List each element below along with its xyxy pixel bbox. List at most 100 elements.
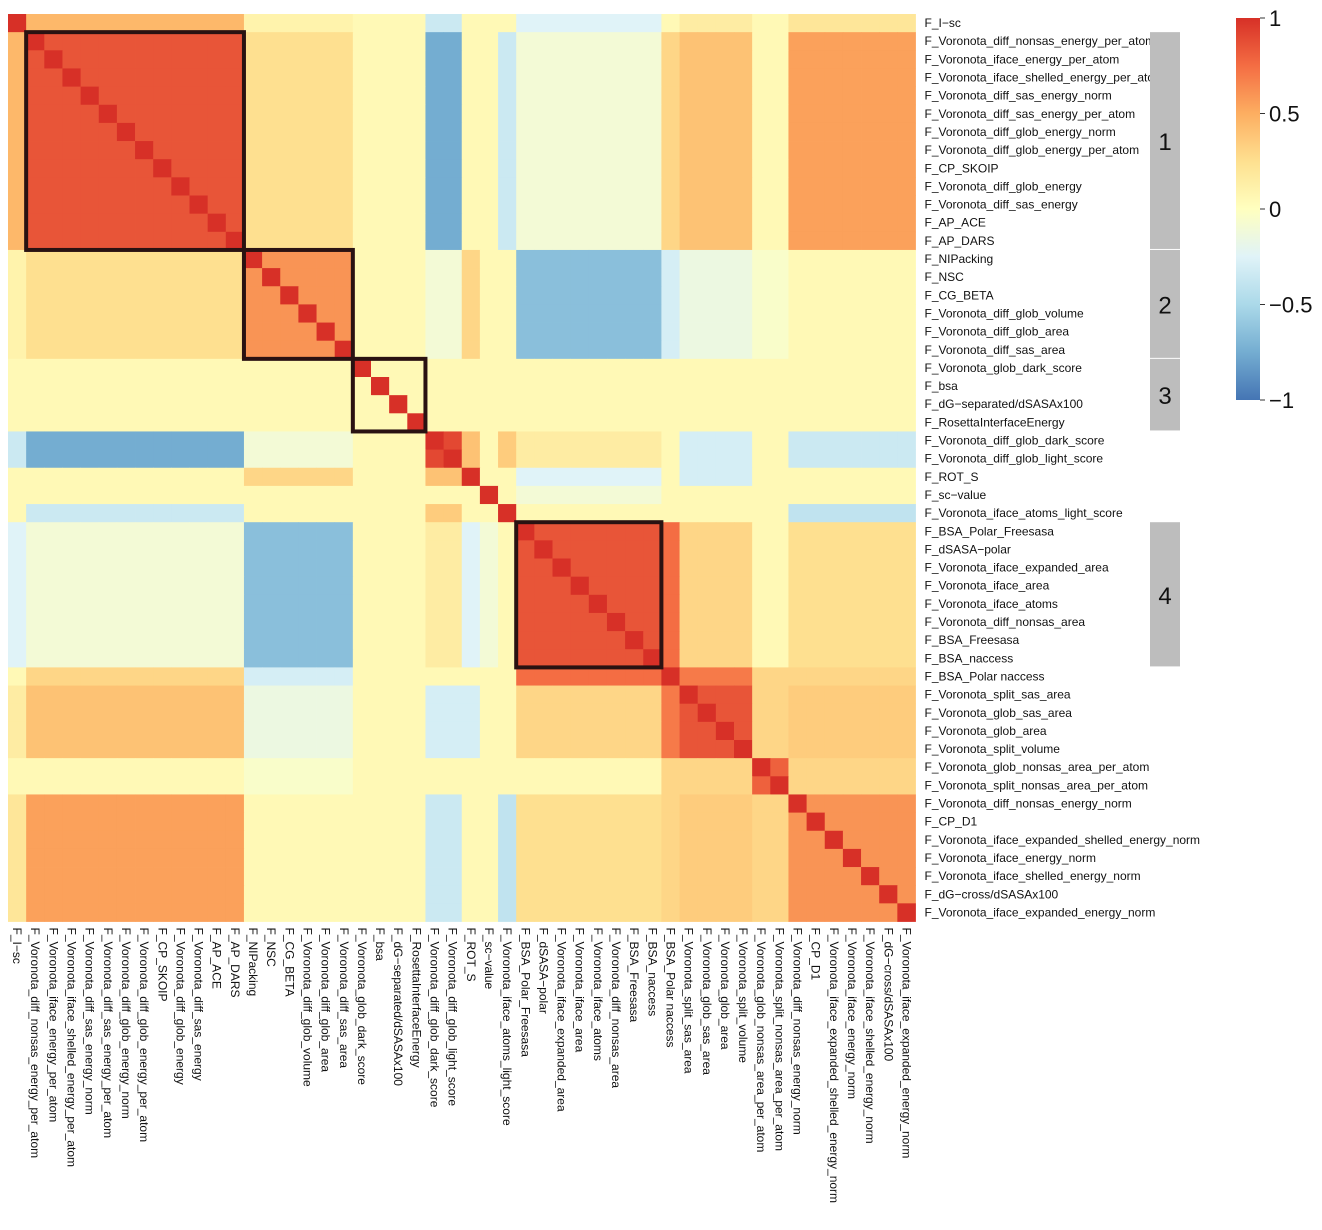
heatmap-cell xyxy=(44,467,63,487)
heatmap-cell xyxy=(243,540,263,559)
heatmap-cell xyxy=(407,812,426,832)
heatmap-cell xyxy=(879,304,898,323)
heatmap-cell xyxy=(371,758,390,777)
heatmap-cell xyxy=(734,830,753,850)
heatmap-cell xyxy=(861,32,880,51)
heatmap-cell xyxy=(498,703,517,723)
heatmap-cell xyxy=(861,86,880,106)
heatmap-cell xyxy=(26,504,45,523)
heatmap-cell xyxy=(207,649,227,668)
heatmap-cell xyxy=(389,685,408,705)
heatmap-cells xyxy=(8,14,916,922)
heatmap-cell xyxy=(8,358,27,378)
heatmap-cell xyxy=(498,358,517,378)
heatmap-cell xyxy=(243,467,263,487)
heatmap-cell xyxy=(752,286,771,305)
heatmap-cell xyxy=(679,758,699,777)
heatmap-cell xyxy=(98,231,118,251)
column-label: F_AP_DARS xyxy=(228,928,242,998)
heatmap-cell xyxy=(661,431,680,450)
heatmap-cell xyxy=(352,667,372,686)
heatmap-cell xyxy=(679,776,699,795)
heatmap-cell xyxy=(752,504,771,523)
heatmap-cell xyxy=(262,540,281,559)
heatmap-cell xyxy=(425,377,444,396)
heatmap-cell xyxy=(389,395,408,414)
heatmap-cell xyxy=(842,213,862,233)
heatmap-cell xyxy=(788,268,807,287)
heatmap-cell xyxy=(62,249,81,269)
heatmap-cell xyxy=(8,467,27,487)
heatmap-cell xyxy=(262,159,281,178)
heatmap-cell xyxy=(715,758,735,777)
heatmap-cell xyxy=(752,758,771,777)
heatmap-cell xyxy=(153,485,172,505)
heatmap-cell xyxy=(806,612,826,632)
heatmap-cell xyxy=(135,249,154,269)
heatmap-cell xyxy=(479,504,499,523)
heatmap-cell xyxy=(298,68,317,87)
heatmap-cell xyxy=(298,594,317,614)
heatmap-cell xyxy=(98,122,118,142)
cluster-boxes xyxy=(24,30,664,670)
heatmap-cell xyxy=(26,231,45,251)
heatmap-cell xyxy=(425,141,444,160)
heatmap-cell xyxy=(806,740,826,759)
heatmap-cell xyxy=(643,467,662,487)
heatmap-cell xyxy=(824,86,844,106)
heatmap-cell xyxy=(225,576,245,596)
heatmap-cell xyxy=(534,612,553,632)
heatmap-cell xyxy=(26,14,45,33)
heatmap-cell xyxy=(697,504,717,523)
heatmap-cell xyxy=(207,177,227,196)
heatmap-cell xyxy=(407,885,426,904)
heatmap-cell xyxy=(371,776,390,795)
heatmap-cell xyxy=(8,594,27,614)
heatmap-cell xyxy=(824,612,844,632)
heatmap-cell xyxy=(116,721,136,741)
heatmap-cell xyxy=(697,104,717,124)
heatmap-cell xyxy=(116,867,136,886)
heatmap-cell xyxy=(116,50,136,69)
heatmap-cell xyxy=(62,522,81,541)
heatmap-cell xyxy=(425,776,444,795)
heatmap-cell xyxy=(842,867,862,886)
heatmap-cell xyxy=(407,286,426,305)
heatmap-cell xyxy=(897,540,916,559)
heatmap-cell xyxy=(770,177,789,196)
heatmap-cell xyxy=(643,377,662,396)
heatmap-cell xyxy=(153,740,172,759)
heatmap-cell xyxy=(80,721,100,741)
heatmap-cell xyxy=(243,885,263,904)
heatmap-cell xyxy=(334,867,354,886)
heatmap-cell xyxy=(552,721,572,741)
heatmap-cell xyxy=(643,631,662,650)
heatmap-cell xyxy=(371,159,390,178)
heatmap-cell xyxy=(44,177,63,196)
heatmap-cell xyxy=(715,612,735,632)
heatmap-cell xyxy=(189,667,209,686)
heatmap-cell xyxy=(316,504,336,523)
heatmap-cell xyxy=(8,485,27,505)
heatmap-cell xyxy=(879,685,898,705)
heatmap-cell xyxy=(171,867,190,886)
heatmap-cell xyxy=(479,631,499,650)
heatmap-cell xyxy=(207,594,227,614)
heatmap-cell xyxy=(171,231,190,251)
heatmap-cell xyxy=(516,576,535,596)
heatmap-cell xyxy=(788,758,807,777)
heatmap-cell xyxy=(516,631,535,650)
heatmap-cell xyxy=(806,68,826,87)
heatmap-cell xyxy=(588,558,608,578)
heatmap-cell xyxy=(625,195,644,215)
heatmap-cell xyxy=(225,558,245,578)
heatmap-cell xyxy=(806,885,826,904)
heatmap-cell xyxy=(625,612,644,632)
heatmap-cell xyxy=(734,14,753,33)
heatmap-cell xyxy=(679,612,699,632)
heatmap-cell xyxy=(516,685,535,705)
heatmap-cell xyxy=(861,50,880,69)
heatmap-cell xyxy=(135,721,154,741)
cluster-box xyxy=(24,30,246,252)
heatmap-cell xyxy=(98,177,118,196)
